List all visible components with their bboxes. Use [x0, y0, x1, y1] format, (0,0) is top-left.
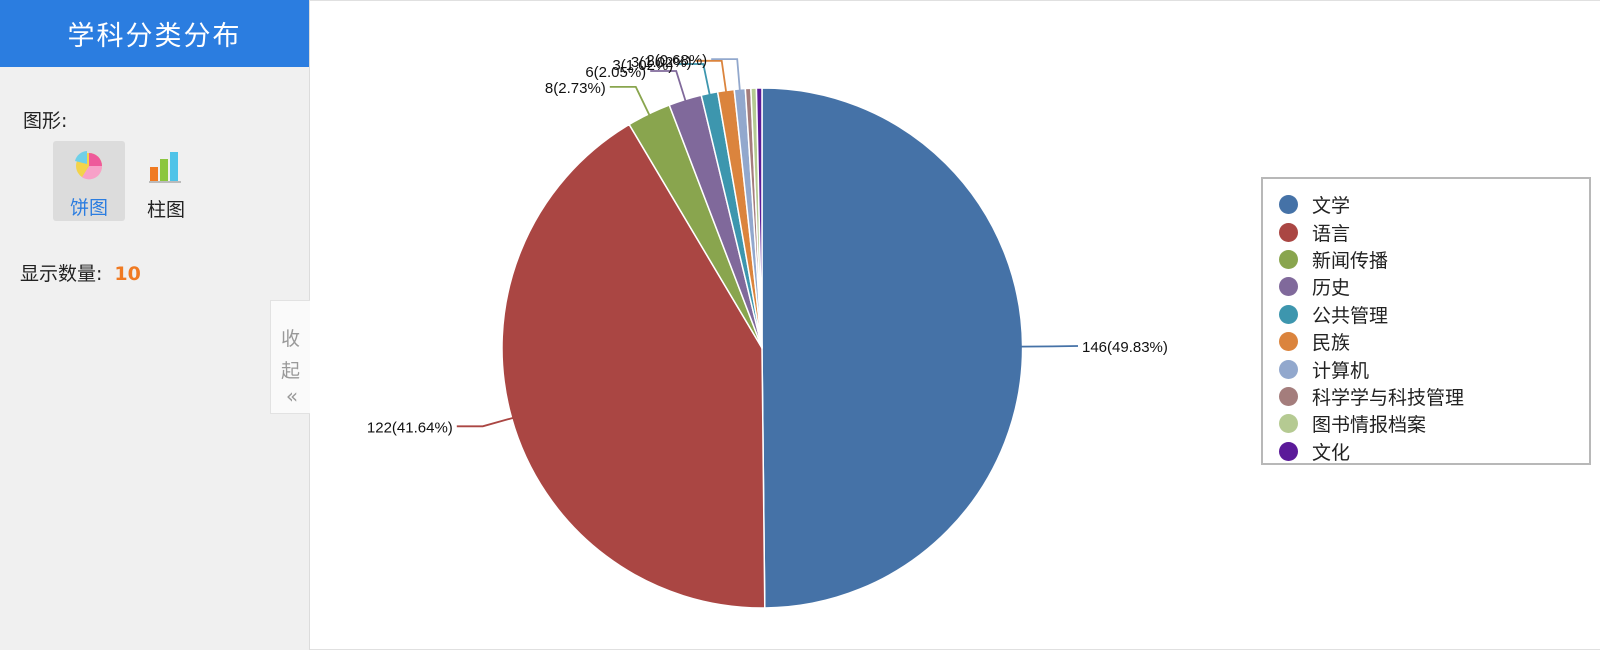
legend-item-6[interactable]: 民族	[1279, 328, 1589, 355]
collapse-label-1: 收	[280, 328, 300, 350]
legend-swatch-icon	[1279, 332, 1298, 352]
legend-swatch-icon	[1279, 304, 1298, 324]
pie-data-label-5: 3(1.02%)	[612, 57, 673, 74]
pie-label-connector-5	[677, 63, 711, 96]
pie-label-connector-7	[711, 58, 741, 91]
pie-chart: 146(49.83%) 122(41.64%) 8(2.73%)6(2.05%)3(…	[367, 52, 1168, 609]
legend-item-8[interactable]: 科学学与科技管理	[1279, 383, 1589, 410]
legend-swatch-icon	[1279, 222, 1298, 242]
pie-chart-option[interactable]: 饼图	[53, 141, 125, 221]
legend-swatch-icon	[1279, 359, 1298, 379]
pie-data-label-7: 2(0.68%)	[646, 52, 707, 69]
legend-item-9[interactable]: 图书情报档案	[1279, 410, 1589, 437]
legend-swatch-icon	[1279, 386, 1298, 406]
collapse-label-2: 起	[280, 360, 300, 382]
pie-label-connector-6	[695, 59, 728, 93]
pie-data-label-4: 6(2.05%)	[585, 64, 646, 81]
bar-chart-label: 柱图	[146, 199, 185, 221]
pie-label-connector-3	[609, 86, 651, 117]
legend-item-2[interactable]: 语言	[1279, 218, 1589, 245]
collapse-toggle[interactable]: 收 起 «	[270, 300, 310, 414]
pie-chart-label: 饼图	[69, 197, 108, 219]
legend-swatch-icon	[1279, 195, 1298, 215]
display-count-value[interactable]: 10	[114, 263, 141, 285]
display-count-label: 显示数量:	[20, 263, 103, 285]
pie-label-connector-1	[1019, 345, 1079, 348]
chart-legend: 文学语言新闻传播历史公共管理民族计算机科学学与科技管理 图书情报档案 文化	[1261, 177, 1591, 465]
bar-chart-option[interactable]: 柱图	[130, 141, 202, 221]
legend-label: 文化	[1312, 441, 1351, 464]
legend-label: 历史	[1312, 277, 1351, 300]
pie-data-label-3: 8(2.73%)	[545, 80, 606, 97]
legend-item-4[interactable]: 历史	[1279, 273, 1589, 300]
chart-area: 146(49.83%) 122(41.64%) 8(2.73%) 6(2.05%) 3(…	[310, 0, 1600, 650]
legend-swatch-icon	[1279, 441, 1298, 461]
legend-item-7[interactable]: 计算机	[1279, 355, 1589, 382]
legend-swatch-icon	[1279, 277, 1298, 297]
legend-swatch-icon	[1279, 249, 1298, 269]
legend-label: 公共管理	[1312, 304, 1389, 327]
legend-label: 图书情报档案	[1312, 414, 1427, 437]
legend-item-1[interactable]: 文学	[1279, 191, 1589, 218]
pie-data-label-1: 146(49.83%)	[1082, 339, 1168, 356]
legend-item-10[interactable]: 文化	[1279, 438, 1589, 465]
pie-slice-1[interactable]	[761, 87, 1024, 609]
pie-data-label-6: 3(1.02%)	[631, 54, 692, 71]
sidebar-panel: 学科分类分布 图形: 饼图 柱图 显示数量: 10 收 起	[0, 0, 310, 650]
legend-item-5[interactable]: 公共管理	[1279, 301, 1589, 328]
pie-data-label-2: 122(41.64%)	[367, 419, 453, 436]
legend-label: 语言	[1312, 222, 1351, 245]
sidebar-title: 学科分类分布	[0, 0, 309, 67]
legend-label: 计算机	[1312, 359, 1370, 382]
bar-chart-icon	[148, 149, 184, 187]
legend-label: 新闻传播	[1312, 249, 1389, 272]
shape-label: 图形:	[23, 110, 68, 132]
pie-slice-10[interactable]	[755, 87, 763, 349]
display-count-row: 显示数量: 10	[20, 259, 141, 286]
pie-label-connector-2	[456, 416, 514, 428]
legend-swatch-icon	[1279, 414, 1298, 434]
pie-label-connector-4	[650, 70, 687, 102]
legend-label: 科学学与科技管理	[1312, 386, 1465, 409]
pie-chart-icon	[73, 149, 105, 185]
double-chevron-left-icon: «	[285, 384, 298, 408]
legend-label: 文学	[1312, 195, 1351, 218]
legend-label: 民族	[1312, 332, 1351, 355]
legend-item-3[interactable]: 新闻传播	[1279, 246, 1589, 273]
